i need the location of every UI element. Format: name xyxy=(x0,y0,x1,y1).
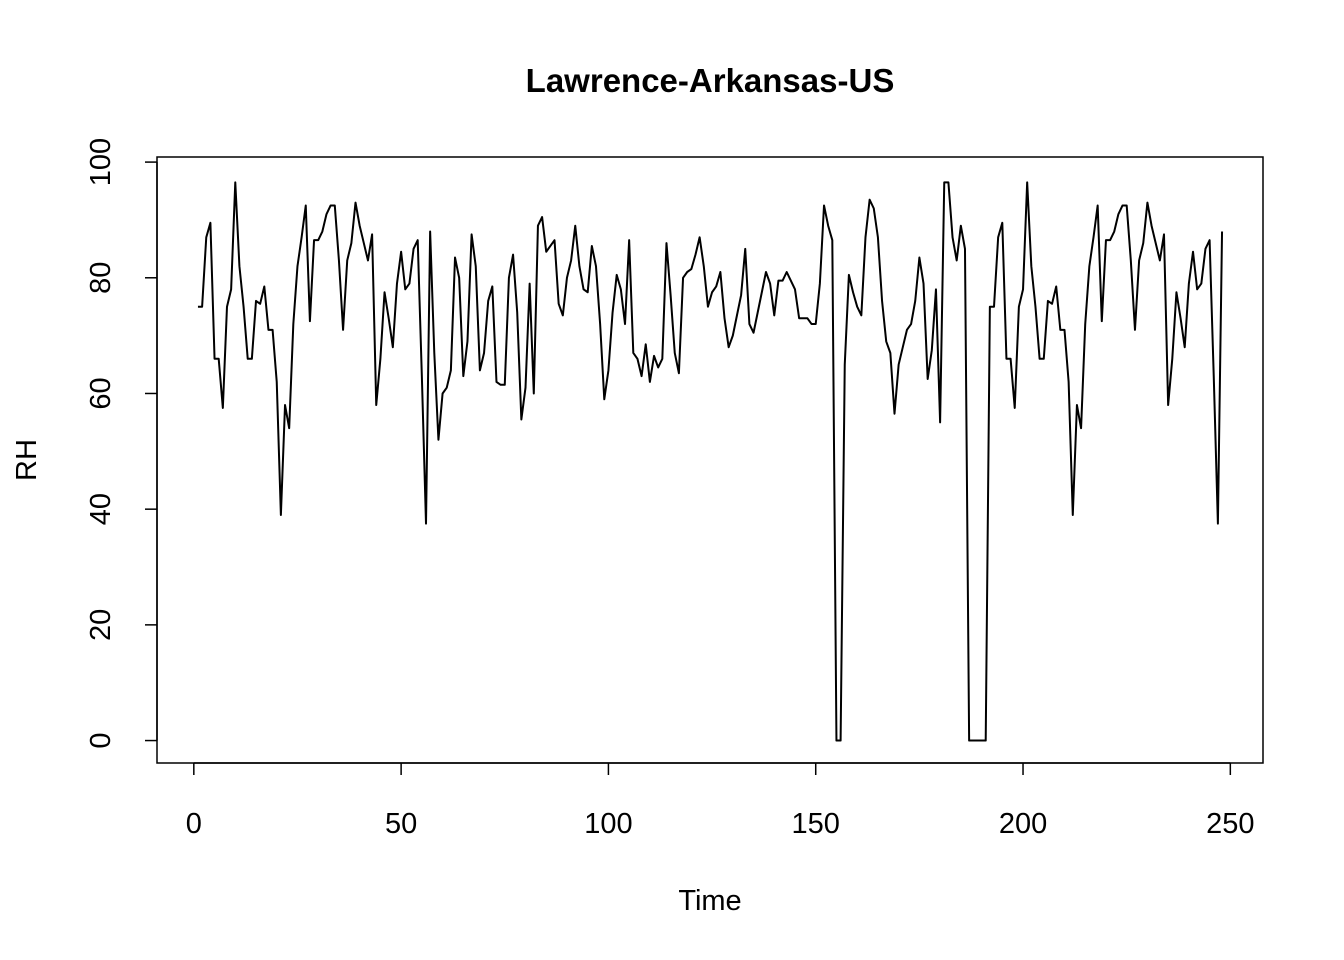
y-tick-label: 40 xyxy=(85,493,117,525)
data-line xyxy=(197,181,1224,742)
y-tick-label: 0 xyxy=(85,732,117,748)
y-tick-label: 100 xyxy=(85,138,117,186)
y-axis-label: RH xyxy=(11,439,43,481)
x-tick-label: 0 xyxy=(186,808,202,840)
x-tick-label: 200 xyxy=(999,808,1047,840)
x-axis-label: Time xyxy=(678,885,741,917)
chart-title: Lawrence-Arkansas-US xyxy=(526,62,895,99)
x-tick-label: 150 xyxy=(792,808,840,840)
y-tick-label: 20 xyxy=(85,609,117,641)
plot-box xyxy=(156,156,1264,764)
x-tick-label: 100 xyxy=(584,808,632,840)
y-tick-label: 80 xyxy=(85,262,117,294)
x-tick-label: 50 xyxy=(385,808,417,840)
y-tick-label: 60 xyxy=(85,377,117,409)
x-tick-label: 250 xyxy=(1206,808,1254,840)
